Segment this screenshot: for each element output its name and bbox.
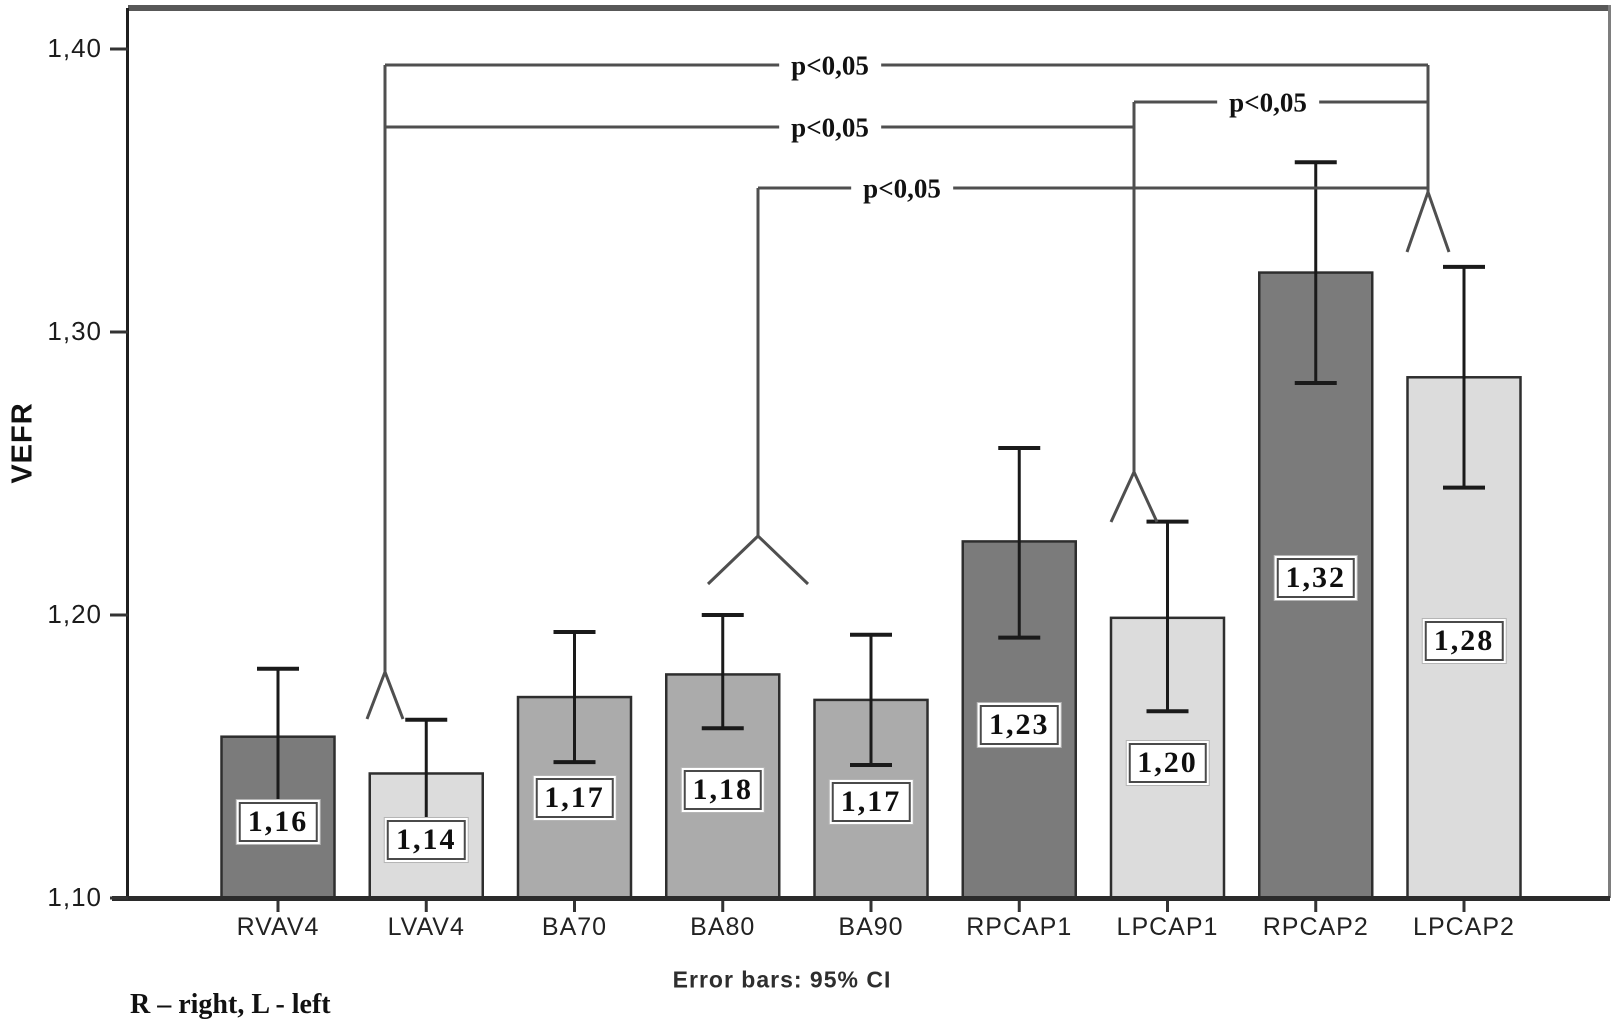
x-tick — [1462, 901, 1466, 912]
x-tick — [573, 901, 576, 912]
x-tick — [721, 901, 725, 912]
comparison-arrow — [706, 533, 810, 586]
x-tick — [276, 901, 280, 912]
comparison-arrow — [1405, 187, 1451, 253]
comparison-arrow — [1109, 468, 1159, 523]
x-tick — [1017, 901, 1021, 912]
y-tick — [110, 896, 128, 900]
plot-right-border — [1608, 5, 1611, 898]
legend-note: R – right, L - left — [130, 989, 331, 1020]
comparison-arrow — [365, 667, 405, 720]
x-tick — [424, 901, 428, 912]
x-tick — [1166, 901, 1169, 912]
x-tick — [1314, 901, 1318, 912]
y-tick — [110, 613, 128, 617]
y-axis-title: VEFR — [6, 402, 39, 484]
x-tick — [869, 901, 873, 912]
plot-top-border — [128, 5, 1610, 11]
error-bars-caption: Error bars: 95% CI — [672, 966, 892, 993]
y-tick — [110, 330, 128, 334]
y-axis-line — [126, 8, 129, 898]
x-axis-line — [112, 896, 1610, 901]
y-tick — [110, 47, 128, 51]
